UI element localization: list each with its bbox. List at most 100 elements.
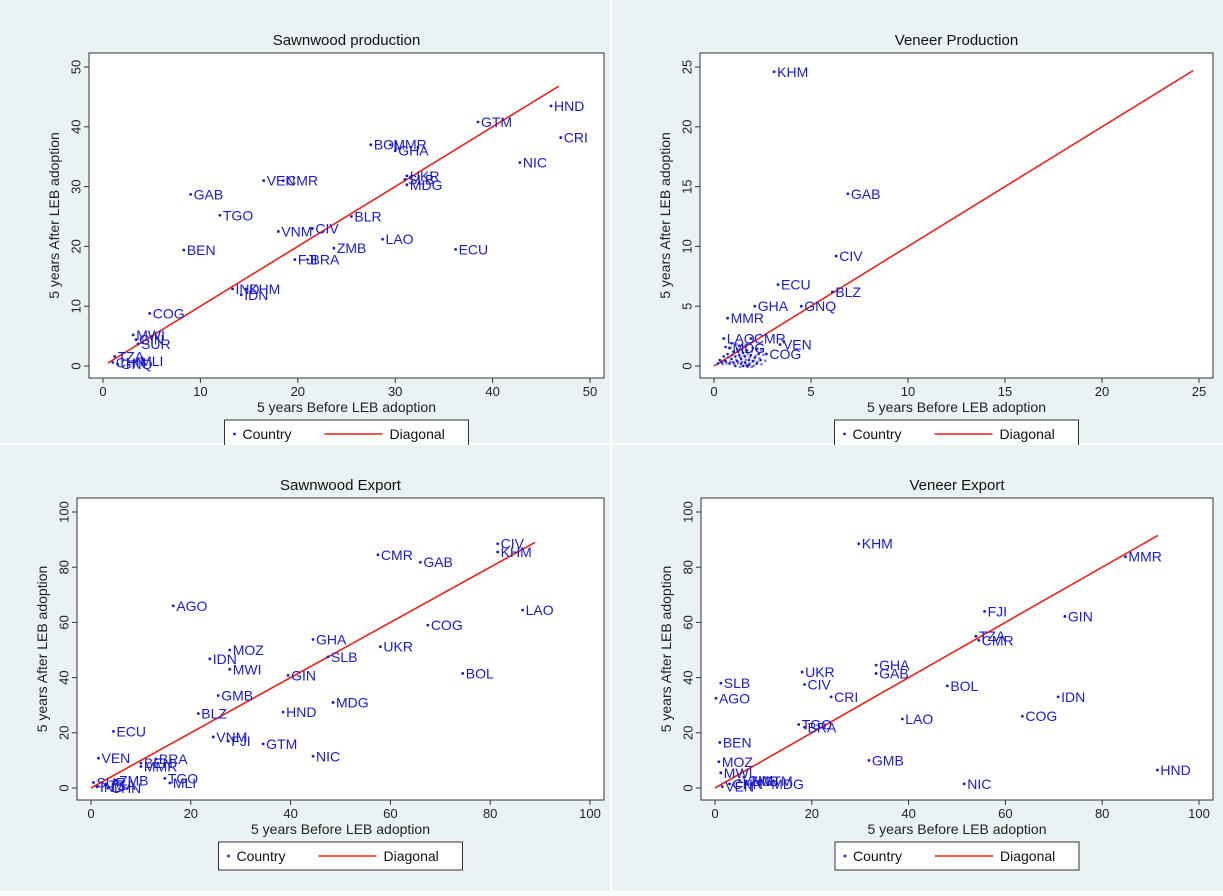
point-label-khm: KHM xyxy=(501,544,532,560)
cluster-point xyxy=(743,355,747,358)
data-point-sur xyxy=(92,781,95,784)
data-point-nic xyxy=(962,782,966,786)
cluster-point-label: ▪ xyxy=(762,350,766,361)
cluster-point xyxy=(739,357,743,361)
data-point-lao xyxy=(521,608,525,612)
data-point-gab xyxy=(189,192,193,196)
point-label-gab: GAB xyxy=(851,186,881,202)
point-label-ben: BEN xyxy=(187,242,216,258)
point-label-civ: CIV xyxy=(839,248,863,264)
x-tick-label: 20 xyxy=(805,806,819,821)
point-label-ago: AGO xyxy=(176,598,207,614)
y-tick-label: 80 xyxy=(56,560,71,574)
point-label-mmr: MMR xyxy=(1128,549,1161,565)
data-point-cmr xyxy=(281,179,285,183)
point-label-gha: GHA xyxy=(398,143,429,159)
point-label-lao: LAO xyxy=(386,231,414,247)
data-point-hnd xyxy=(281,710,285,714)
y-axis-label: 5 years After LEB adoption xyxy=(658,566,674,733)
legend-diagonal-label: Diagonal xyxy=(1000,848,1055,864)
cluster-point-label: ▪ xyxy=(725,358,729,369)
data-point-chn xyxy=(106,786,110,790)
y-tick-label: 20 xyxy=(680,726,695,740)
y-tick-label: 20 xyxy=(68,239,83,253)
point-label-bra: BRA xyxy=(159,751,188,767)
point-label-slb: SLB xyxy=(331,649,357,665)
point-label-civ: CIV xyxy=(315,220,339,236)
data-point-khm xyxy=(244,287,248,291)
point-label-hnd: HND xyxy=(286,704,316,720)
point-label-moz: MOZ xyxy=(233,642,265,658)
cluster-point xyxy=(737,353,741,357)
data-point-ben xyxy=(139,761,143,765)
x-tick-label: 0 xyxy=(87,806,94,821)
cluster-point xyxy=(730,357,733,361)
diagonal-line xyxy=(107,85,560,364)
data-point-zmb xyxy=(332,246,336,250)
cluster-point xyxy=(734,364,737,368)
data-point-mwi xyxy=(131,333,135,337)
data-point-zmb xyxy=(114,778,118,782)
x-tick-label: 80 xyxy=(483,806,497,821)
point-label-blz: BLZ xyxy=(201,705,227,721)
point-label-ind: IND xyxy=(236,281,260,297)
data-point-mmr xyxy=(388,143,392,147)
data-point-moz xyxy=(717,760,721,764)
cluster-point xyxy=(751,359,755,363)
data-point-mdg xyxy=(728,346,731,350)
legend: Country Diagonal xyxy=(834,419,1079,449)
point-label-gin: GIN xyxy=(139,332,164,348)
point-label-ago: AGO xyxy=(719,690,750,706)
point-label-sur: SUR xyxy=(96,774,126,790)
x-tick-label: 0 xyxy=(711,806,718,821)
point-label-tgo: TGO xyxy=(802,717,832,733)
data-point-ukr xyxy=(379,645,382,649)
x-tick-label: 10 xyxy=(901,384,915,399)
point-label-mmr: MMR xyxy=(393,137,426,153)
cluster-point xyxy=(739,362,743,365)
data-point-bra xyxy=(803,725,806,729)
cluster-point xyxy=(741,351,745,355)
data-point-cri xyxy=(559,136,563,139)
x-tick-label: 0 xyxy=(710,384,717,399)
data-point-gha xyxy=(393,149,397,153)
point-label-mmr: MMR xyxy=(731,310,764,326)
cluster-point xyxy=(759,358,762,362)
legend-country-label: Country xyxy=(853,848,902,864)
y-tick-label: 40 xyxy=(680,670,695,684)
data-point-bol xyxy=(369,143,373,147)
cluster-point-label: ▪ xyxy=(736,348,740,359)
cluster-point xyxy=(749,353,753,357)
data-point-slb xyxy=(719,681,723,685)
chart-title: Veneer Production xyxy=(895,32,1018,49)
x-tick-label: 10 xyxy=(193,384,207,399)
data-point-ukr xyxy=(405,174,409,178)
cluster-point xyxy=(751,346,755,350)
point-label-bol: BOL xyxy=(466,665,494,681)
data-point-civ xyxy=(311,227,314,230)
cluster-point-label: ▪ xyxy=(731,350,735,361)
data-point-gnq xyxy=(116,362,120,366)
point-label-gab: GAB xyxy=(423,554,453,570)
data-point-gab xyxy=(846,192,850,196)
data-point-cri xyxy=(829,695,833,699)
y-axis-label: 5 years After LEB adoption xyxy=(657,132,673,299)
point-label-mwi: MWI xyxy=(136,327,165,343)
data-point-zmb xyxy=(745,779,748,783)
data-point-nic xyxy=(311,754,315,758)
data-point-sur xyxy=(136,342,140,346)
data-point-idn xyxy=(239,293,243,297)
point-label-lao: LAO xyxy=(905,711,933,727)
data-point-nic xyxy=(518,161,522,165)
point-label-mwi: MWI xyxy=(724,765,753,781)
x-tick-label: 40 xyxy=(283,806,297,821)
data-point-ecu xyxy=(776,283,780,287)
data-point-hnd xyxy=(549,104,553,108)
point-label-ind: IND xyxy=(100,779,124,795)
y-tick-label: 40 xyxy=(68,120,83,134)
data-point-ago xyxy=(171,604,175,608)
point-label-tgo: TGO xyxy=(168,770,198,786)
y-tick-label: 60 xyxy=(56,615,71,629)
chart-title: Sawnwood Export xyxy=(280,477,402,494)
